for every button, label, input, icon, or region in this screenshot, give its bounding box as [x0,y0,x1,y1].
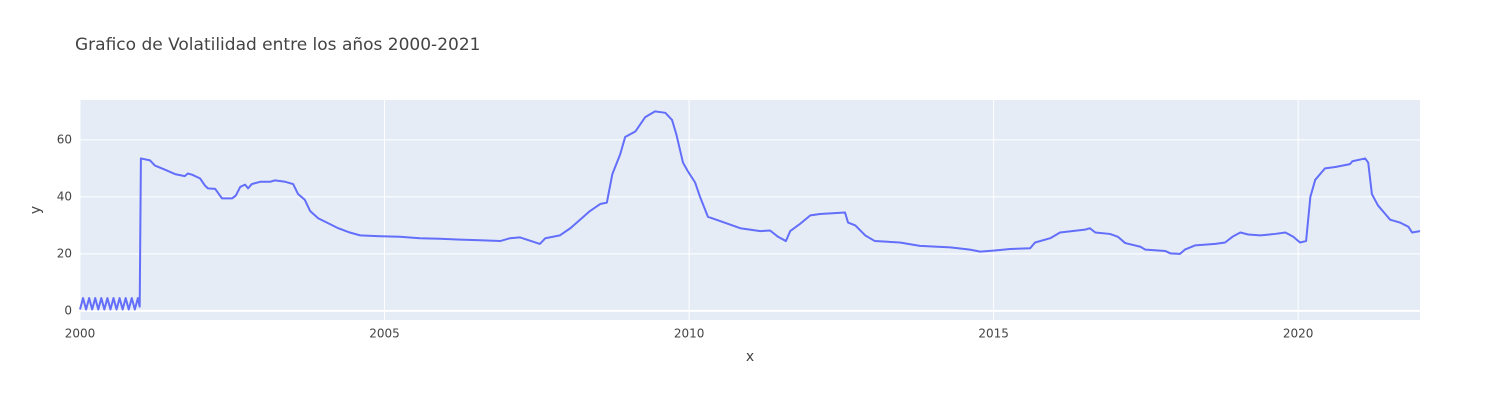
y-tick-label: 0 [64,303,72,317]
y-tick-label: 60 [57,132,72,146]
chart-title: Grafico de Volatilidad entre los años 20… [75,35,480,55]
y-tick-label: 40 [57,189,72,203]
y-axis-title: y [28,206,44,214]
line-series [79,110,1421,311]
x-tick-label: 2000 [65,327,96,341]
x-tick-label: 2020 [1283,327,1314,341]
x-axis-title: x [746,349,754,365]
x-tick-label: 2005 [369,327,400,341]
plot-area [80,100,1420,320]
x-tick-label: 2010 [674,327,705,341]
x-tick-label: 2015 [978,327,1009,341]
y-tick-label: 20 [57,246,72,260]
